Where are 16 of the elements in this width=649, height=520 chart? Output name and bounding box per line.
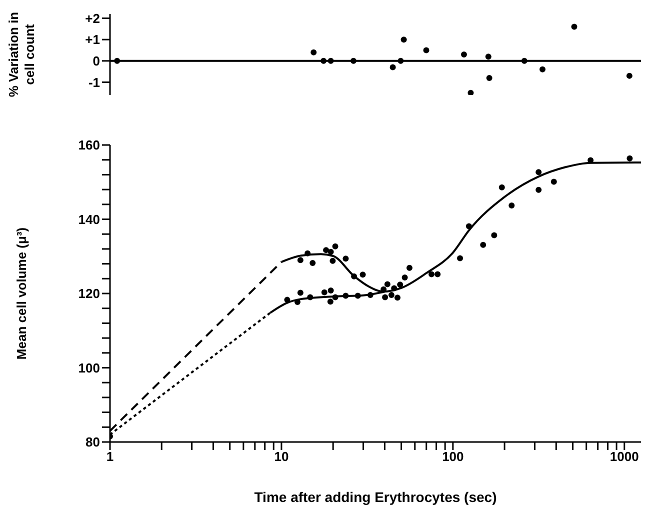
x-tick-label: 1000: [610, 449, 639, 464]
y-tick-label: +2: [85, 10, 100, 26]
y-tick-label: 140: [78, 212, 100, 227]
y-tick-label: 80: [86, 434, 100, 450]
y-tick-label: 120: [78, 286, 100, 302]
y-tick-label: -1: [88, 74, 100, 90]
y-tick-label: +1: [85, 32, 100, 48]
y-tick-label: 160: [78, 138, 100, 153]
x-tick-label: 10: [274, 449, 289, 464]
y-tick-label: 0: [92, 54, 100, 69]
x-axis-title: Time after adding Erythrocytes (sec): [254, 489, 497, 505]
x-tick-label: 100: [442, 449, 464, 464]
y-axis-title: % Variation in cell count: [6, 12, 37, 98]
y-tick-label: 100: [78, 360, 100, 376]
y-axis-title: Mean cell volume (μ³): [14, 227, 29, 360]
x-tick-label: 1: [106, 449, 114, 464]
